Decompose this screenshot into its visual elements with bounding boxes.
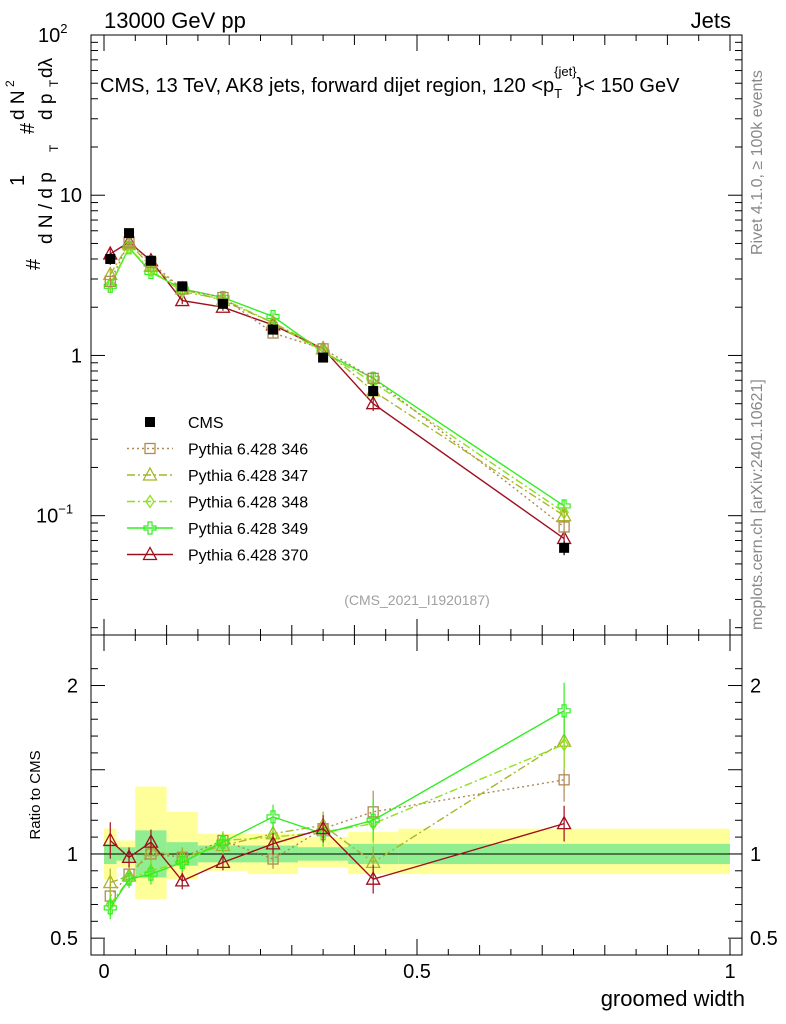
ratio-point-p370	[143, 833, 159, 848]
legend-label-p347: Pythia 6.428 347	[188, 468, 308, 485]
main-point-cms	[217, 298, 228, 309]
legend-marker-p348	[145, 494, 155, 509]
ratio-y-tick-label-right-1: 1	[750, 844, 761, 866]
ratio-point-p347	[143, 842, 159, 857]
ratio-point-p370	[315, 820, 331, 835]
ratio-point-p370	[215, 854, 231, 869]
main-y-tick-label-0: 10−1	[36, 502, 73, 528]
axis-ticks: 10−1 1 10 102 0.5 0.5 1 1 2 2 0 0.5 1	[36, 21, 778, 983]
svg-text:dλ: dλ	[36, 57, 57, 78]
main-point-p346	[367, 372, 379, 384]
legend-label-cms: CMS	[188, 415, 224, 432]
svg-text:T: T	[47, 144, 61, 152]
legend-marker-p346	[144, 442, 156, 455]
main-y-tick-label-1: 1	[71, 345, 82, 367]
svg-text:d N: d N	[8, 90, 29, 120]
title-post: }< 150 GeV	[577, 75, 681, 97]
ratio-line-p346	[109, 779, 565, 897]
ratio-point-p370	[102, 832, 118, 847]
main-panel-series	[102, 228, 572, 556]
main-y-tick-label-3: 102	[38, 21, 67, 47]
ratio-y-tick-label-right-2: 2	[750, 676, 761, 698]
main-point-cms	[124, 228, 135, 239]
main-point-p349	[266, 309, 280, 324]
analysis-id: (CMS_2021_I1920187)	[344, 592, 490, 608]
ratio-point-p349	[103, 901, 117, 915]
x-tick-label-2: 1	[724, 961, 735, 983]
legend-marker-p349	[143, 521, 157, 535]
main-point-p370	[174, 292, 190, 307]
ratio-point-p370	[121, 848, 137, 863]
ratio-y-tick-label-right-0: 0.5	[750, 928, 778, 950]
x-tick-label-1: 0.5	[403, 961, 431, 983]
main-point-p370	[365, 395, 381, 410]
main-point-cms	[105, 253, 116, 264]
ratio-point-p370	[174, 872, 190, 887]
main-frame	[90, 34, 743, 636]
main-y-axis-label: # 1 d N / d p T # d N 2 d p T dλ	[3, 57, 61, 270]
svg-text:#: #	[17, 122, 39, 134]
ratio-point-p349	[557, 704, 571, 718]
ratio-point-p349	[216, 835, 230, 849]
ratio-point-p349	[144, 867, 158, 881]
legend-marker-p347	[142, 466, 158, 481]
ratio-point-p349	[122, 872, 136, 886]
main-point-p347	[121, 235, 137, 250]
svg-text:1: 1	[7, 175, 29, 186]
legend-marker-p370	[142, 546, 158, 561]
main-point-cms	[177, 281, 188, 292]
x-tick-label-0: 0	[98, 961, 109, 983]
mcplots-label: mcplots.cern.ch [arXiv:2401.10621]	[749, 379, 766, 630]
main-point-p346	[558, 521, 570, 533]
header-right: Jets	[691, 8, 731, 33]
legend-label-p370: Pythia 6.428 370	[188, 548, 308, 565]
legend-label-p346: Pythia 6.428 346	[188, 442, 308, 459]
legend: CMS Pythia 6.428 346 Pythia 6.428 347 Pythi…	[127, 415, 308, 565]
main-point-p349	[103, 279, 117, 293]
ratio-point-p370	[265, 835, 281, 850]
ratio-point-p349	[366, 813, 380, 827]
svg-text:2: 2	[3, 80, 17, 87]
svg-text:d N / d p: d N / d p	[36, 172, 57, 244]
ratio-point-p349	[175, 855, 189, 869]
title-pre: CMS, 13 TeV, AK8 jets, forward dijet reg…	[100, 75, 554, 97]
main-point-cms	[559, 542, 570, 553]
plot-title: CMS, 13 TeV, AK8 jets, forward dijet reg…	[100, 64, 680, 101]
main-point-p348	[105, 276, 116, 291]
ratio-y-tick-label-left-0: 0.5	[50, 928, 78, 950]
ratio-panel-series	[102, 682, 572, 920]
header-left: 13000 GeV pp	[104, 8, 246, 33]
rivet-label: Rivet 4.1.0, ≥ 100k events	[749, 70, 766, 255]
title-sub: T	[554, 86, 562, 101]
ratio-point-p346	[558, 774, 570, 786]
main-point-cms	[268, 324, 279, 335]
legend-label-p349: Pythia 6.428 349	[188, 521, 308, 538]
svg-text:T: T	[47, 79, 61, 87]
ratio-y-tick-label-left-1: 1	[67, 844, 78, 866]
svg-text:d p: d p	[36, 94, 57, 120]
main-point-cms	[318, 352, 329, 363]
main-y-tick-label-2: 10	[60, 185, 82, 207]
ratio-y-axis-label: Ratio to CMS	[27, 750, 44, 839]
ratio-point-p347	[102, 874, 118, 889]
ratio-uncertainty-bands	[104, 786, 730, 900]
legend-label-p348: Pythia 6.428 348	[188, 495, 308, 512]
main-point-cms	[145, 255, 156, 266]
legend-marker-cms	[145, 417, 155, 427]
ratio-y-tick-label-left-2: 2	[67, 676, 78, 698]
main-point-cms	[368, 385, 379, 396]
svg-text:#: #	[23, 258, 45, 270]
ratio-point-p348	[559, 737, 569, 752]
main-point-p346	[104, 275, 116, 288]
title-sup: {jet}	[554, 64, 577, 79]
ratio-point-p370	[365, 870, 381, 885]
ratio-point-p370	[556, 815, 572, 830]
x-axis-label: groomed width	[601, 986, 745, 1011]
ratio-point-p349	[266, 810, 280, 824]
